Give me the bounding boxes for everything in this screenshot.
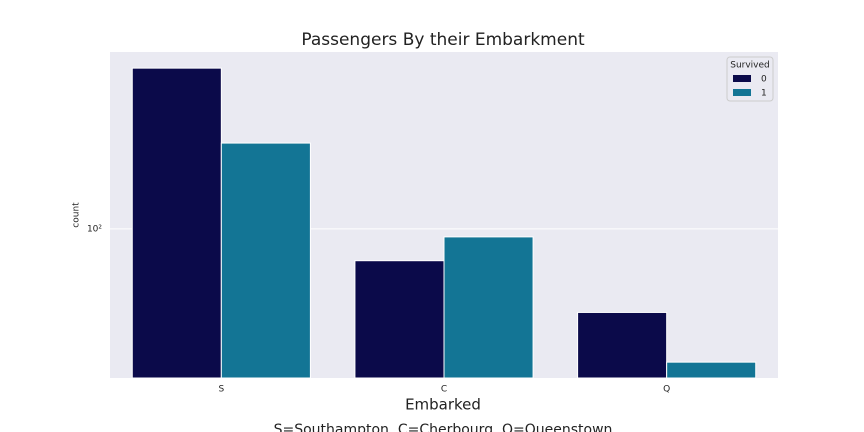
y-tick-label: 10² — [87, 224, 102, 234]
bar — [220, 142, 311, 379]
chart-title: Passengers By their Embarkment — [301, 30, 585, 50]
bar — [577, 311, 668, 379]
y-axis-label: count — [72, 202, 82, 228]
x-tick-label: Q — [663, 385, 670, 395]
legend-swatch — [733, 75, 751, 82]
x-tick-label: C — [441, 385, 447, 395]
bar — [443, 236, 534, 379]
legend-swatch — [733, 89, 751, 96]
bar — [131, 67, 222, 379]
bar — [666, 361, 757, 379]
legend-label: 0 — [761, 75, 767, 85]
legend-label: 1 — [761, 89, 767, 99]
x-axis-label: Embarked — [405, 396, 481, 414]
legend-title: Survived — [730, 61, 770, 71]
x-tick-label: S — [218, 385, 224, 395]
bar — [354, 260, 445, 379]
subtitle: S=Southampton, C=Cherbourg, Q=Queenstown — [274, 422, 613, 432]
